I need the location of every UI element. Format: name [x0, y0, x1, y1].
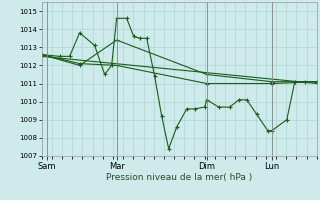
X-axis label: Pression niveau de la mer( hPa ): Pression niveau de la mer( hPa ) [106, 173, 252, 182]
